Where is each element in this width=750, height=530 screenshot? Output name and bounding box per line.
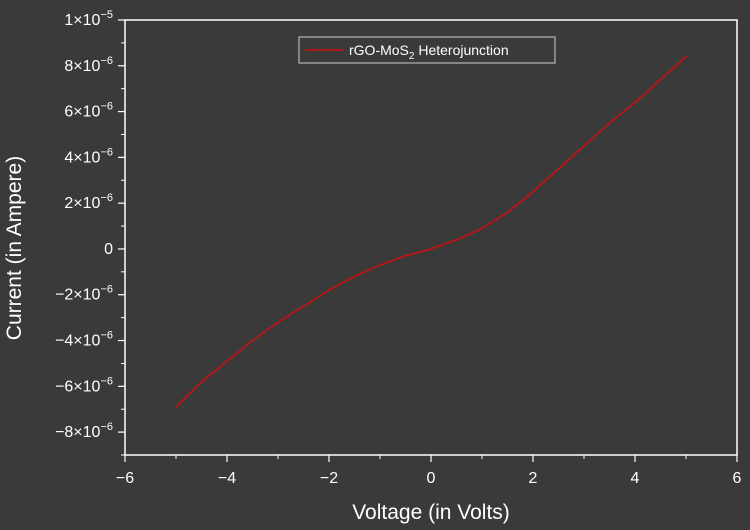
x-axis-title: Voltage (in Volts) [352, 501, 510, 524]
y-tick-label: 6×10−6 [64, 101, 113, 121]
y-tick-label: −2×10−6 [55, 284, 113, 304]
y-tick-label: −8×10−6 [55, 421, 113, 441]
series-line [175, 55, 687, 408]
plot-frame [124, 19, 738, 456]
y-tick-label: 4×10−6 [64, 146, 113, 166]
y-tick-label: 2×10−6 [64, 192, 113, 212]
x-tick-label: 2 [529, 470, 538, 487]
x-tick-label: −4 [218, 470, 236, 487]
x-tick-label: −6 [116, 470, 134, 487]
legend-box [298, 36, 556, 64]
legend-label: rGO-MoS2 Heterojunction [349, 42, 509, 62]
y-tick-label: 0 [104, 241, 113, 258]
y-axis-title: Current (in Ampere) [3, 156, 26, 340]
y-tick-label: 1×10−5 [64, 9, 113, 29]
y-tick-label: −6×10−6 [55, 375, 113, 395]
x-tick-label: 4 [631, 470, 640, 487]
x-tick-label: 0 [427, 470, 436, 487]
x-tick-label: −2 [320, 470, 338, 487]
y-tick-label: 8×10−6 [64, 55, 113, 75]
y-tick-label: −4×10−6 [55, 330, 113, 350]
x-tick-label: 6 [733, 470, 742, 487]
